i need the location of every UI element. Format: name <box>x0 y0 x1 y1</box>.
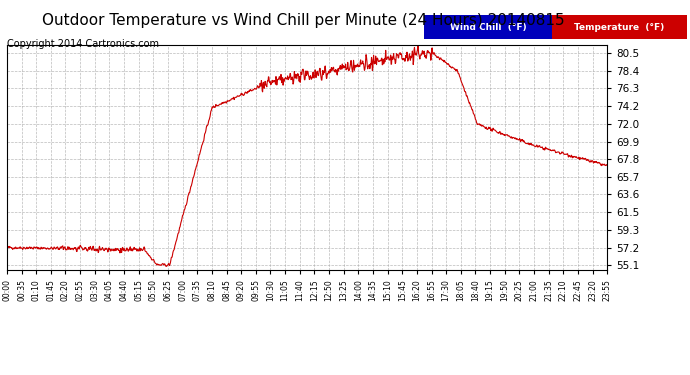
Text: Copyright 2014 Cartronics.com: Copyright 2014 Cartronics.com <box>7 39 159 50</box>
Text: Temperature  (°F): Temperature (°F) <box>574 22 664 32</box>
Text: Outdoor Temperature vs Wind Chill per Minute (24 Hours) 20140815: Outdoor Temperature vs Wind Chill per Mi… <box>42 13 565 28</box>
Text: Wind Chill  (°F): Wind Chill (°F) <box>450 22 526 32</box>
